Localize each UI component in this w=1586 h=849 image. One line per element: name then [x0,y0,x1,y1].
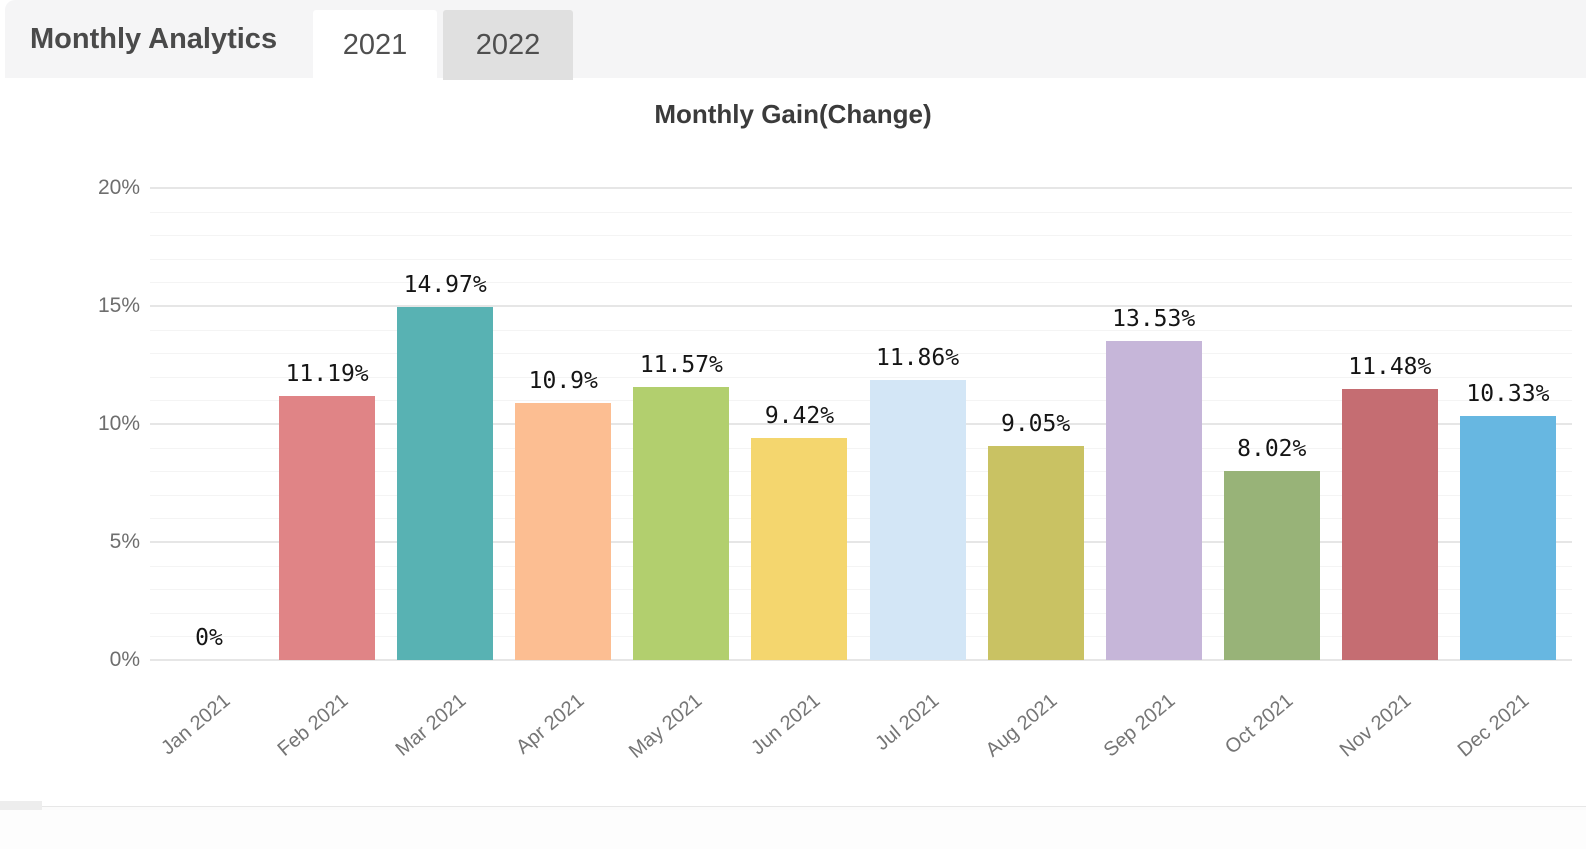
gridline-major [150,659,1572,661]
bar-value-label: 13.53% [1112,305,1196,332]
bar-value-label: 10.33% [1466,381,1550,408]
bar-nov-2021[interactable] [1341,389,1438,660]
tab-2021[interactable]: 2021 [313,10,437,84]
bar-value-label: 11.86% [875,345,960,372]
gridline-minor [150,258,1572,260]
y-axis-tick-label: 0% [109,648,140,671]
analytics-page: Monthly Analytics 2021 2022 Monthly Gain… [0,0,1586,810]
gridline-minor [150,235,1572,237]
gridline-minor [150,589,1572,591]
bar-dec-2021[interactable] [1459,416,1556,660]
bar-value-label: 14.97% [403,271,487,298]
footer-divider [0,806,1586,810]
bar-may-2021[interactable] [633,386,730,660]
bar-value-label: 9.05% [1000,411,1071,438]
gridline-minor [150,471,1572,473]
bar-value-label: 0% [195,625,223,651]
gridline-minor [150,518,1572,520]
chart-title: Monthly Gain(Change) [654,99,932,129]
bar-sep-2021[interactable] [1105,340,1202,660]
bar-value-label: 9.42% [764,402,835,429]
gridline-minor [150,329,1572,331]
gridline-minor [150,494,1572,496]
bar-oct-2021[interactable] [1223,470,1320,660]
y-axis-tick-label: 20% [97,176,140,199]
gridline-minor [150,612,1572,614]
bar-value-label: 10.9% [528,367,598,394]
gridline-minor [150,565,1572,567]
gridline-minor [150,400,1572,402]
gridline-minor [150,353,1572,355]
y-axis-tick-label: 5% [109,530,140,553]
gridline-minor [150,636,1572,638]
bar-value-label: 11.48% [1348,354,1432,381]
bar-mar-2021[interactable] [397,306,494,660]
gridline-minor [150,447,1572,449]
gridline-minor [150,211,1572,213]
y-axis-tick-label: 10% [97,412,140,435]
bar-aug-2021[interactable] [987,446,1084,660]
bar-value-label: 11.57% [639,351,723,378]
bar-value-label: 11.19% [285,360,369,387]
bar-value-label: 8.02% [1237,435,1307,462]
bar-jun-2021[interactable] [751,437,848,660]
tab-2022[interactable]: 2022 [443,10,573,80]
footer-corner [0,801,42,810]
gridline-major [150,541,1572,543]
header-bar: Monthly Analytics 2021 2022 [5,0,1586,84]
gridline-minor [150,376,1572,378]
page-title: Monthly Analytics [30,23,278,55]
y-axis-tick-label: 15% [97,294,140,317]
gridline-major [150,305,1572,307]
gridline-minor [150,282,1572,284]
bar-jul-2021[interactable] [869,380,966,660]
bar-apr-2021[interactable] [515,402,612,660]
bar-feb-2021[interactable] [279,395,376,660]
gridline-major [150,423,1572,425]
gridline-major [150,187,1572,189]
